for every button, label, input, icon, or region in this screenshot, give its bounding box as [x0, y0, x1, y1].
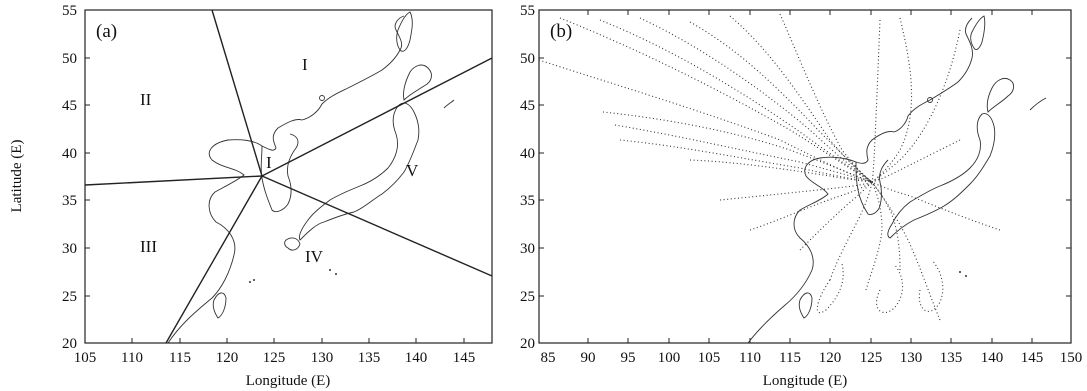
b-xtick-90: 90: [581, 350, 596, 366]
a-region-IV: IV: [305, 247, 324, 266]
b-xtick-100: 100: [658, 350, 681, 366]
b-ytick-25: 25: [520, 289, 535, 305]
a-region-III: III: [140, 237, 157, 256]
a-ytick-50: 50: [62, 51, 77, 67]
b-xtick-120: 120: [819, 350, 842, 366]
b-xtick-130: 130: [900, 350, 923, 366]
a-ytick-20: 20: [62, 336, 77, 352]
a-sector-lines: [84, 9, 493, 344]
a-sector-line-west: [84, 175, 263, 186]
b-xtick-135: 135: [940, 350, 963, 366]
b-xtick-115: 115: [779, 350, 801, 366]
b-ytick-45: 45: [520, 98, 535, 114]
a-xlabel: Longitude (E): [246, 373, 331, 389]
b-xtick-105: 105: [698, 350, 721, 366]
b-panel-label: (b): [550, 21, 572, 42]
a-ytick-40: 40: [62, 146, 77, 162]
b-trajectories: [538, 13, 1001, 321]
a-ytick-45: 45: [62, 98, 77, 114]
a-sector-line-northeast: [261, 57, 493, 177]
a-region-I: I: [302, 55, 308, 74]
a-xtick-120: 120: [216, 350, 239, 366]
a-region-I-local: I: [266, 153, 272, 172]
b-xlabel: Longitude (E): [763, 373, 848, 389]
a-xtick-135: 135: [358, 350, 381, 366]
panel-a-frame: [84, 9, 493, 344]
b-xtick-140: 140: [981, 350, 1004, 366]
a-ytick-30: 30: [62, 241, 77, 257]
b-xtick-150: 150: [1060, 350, 1083, 366]
panel-b: 55 50 45 40 35 30 25 20 85 90 95 100 105…: [520, 3, 1082, 389]
b-xtick-95: 95: [621, 350, 636, 366]
a-sector-line-southwest: [165, 175, 263, 344]
b-xtick-85: 85: [541, 350, 556, 366]
b-tick-marks: [539, 10, 1071, 343]
b-ytick-20: 20: [520, 336, 535, 352]
b-coastline: [747, 15, 1047, 344]
b-xtick-110: 110: [739, 350, 761, 366]
b-xtick-125: 125: [860, 350, 883, 366]
panel-b-frame: [538, 9, 1072, 344]
a-ylabel: Latitude (E): [9, 140, 25, 213]
a-xtick-140: 140: [405, 350, 428, 366]
a-region-II: II: [140, 90, 152, 109]
b-ytick-55: 55: [520, 3, 535, 19]
b-ytick-50: 50: [520, 51, 535, 67]
a-ytick-55: 55: [62, 3, 77, 19]
a-ytick-25: 25: [62, 289, 77, 305]
a-xtick-145: 145: [453, 350, 476, 366]
b-xtick-145: 145: [1021, 350, 1044, 366]
a-xtick-130: 130: [311, 350, 334, 366]
a-sector-line-southeast: [261, 175, 493, 277]
panel-a: 55 50 45 40 35 30 25 20 105 110 115 120 …: [9, 3, 493, 389]
a-tick-marks: [85, 57, 465, 343]
a-xtick-105: 105: [74, 350, 97, 366]
a-xtick-115: 115: [169, 350, 191, 366]
b-ytick-35: 35: [520, 193, 535, 209]
b-ytick-30: 30: [520, 241, 535, 257]
a-ytick-35: 35: [62, 193, 77, 209]
a-sector-line-north: [211, 9, 263, 177]
a-region-V: V: [406, 161, 419, 180]
a-xtick-110: 110: [121, 350, 143, 366]
b-ytick-40: 40: [520, 146, 535, 162]
a-panel-label: (a): [96, 21, 117, 42]
a-coastline: [167, 11, 455, 344]
a-xtick-125: 125: [263, 350, 286, 366]
